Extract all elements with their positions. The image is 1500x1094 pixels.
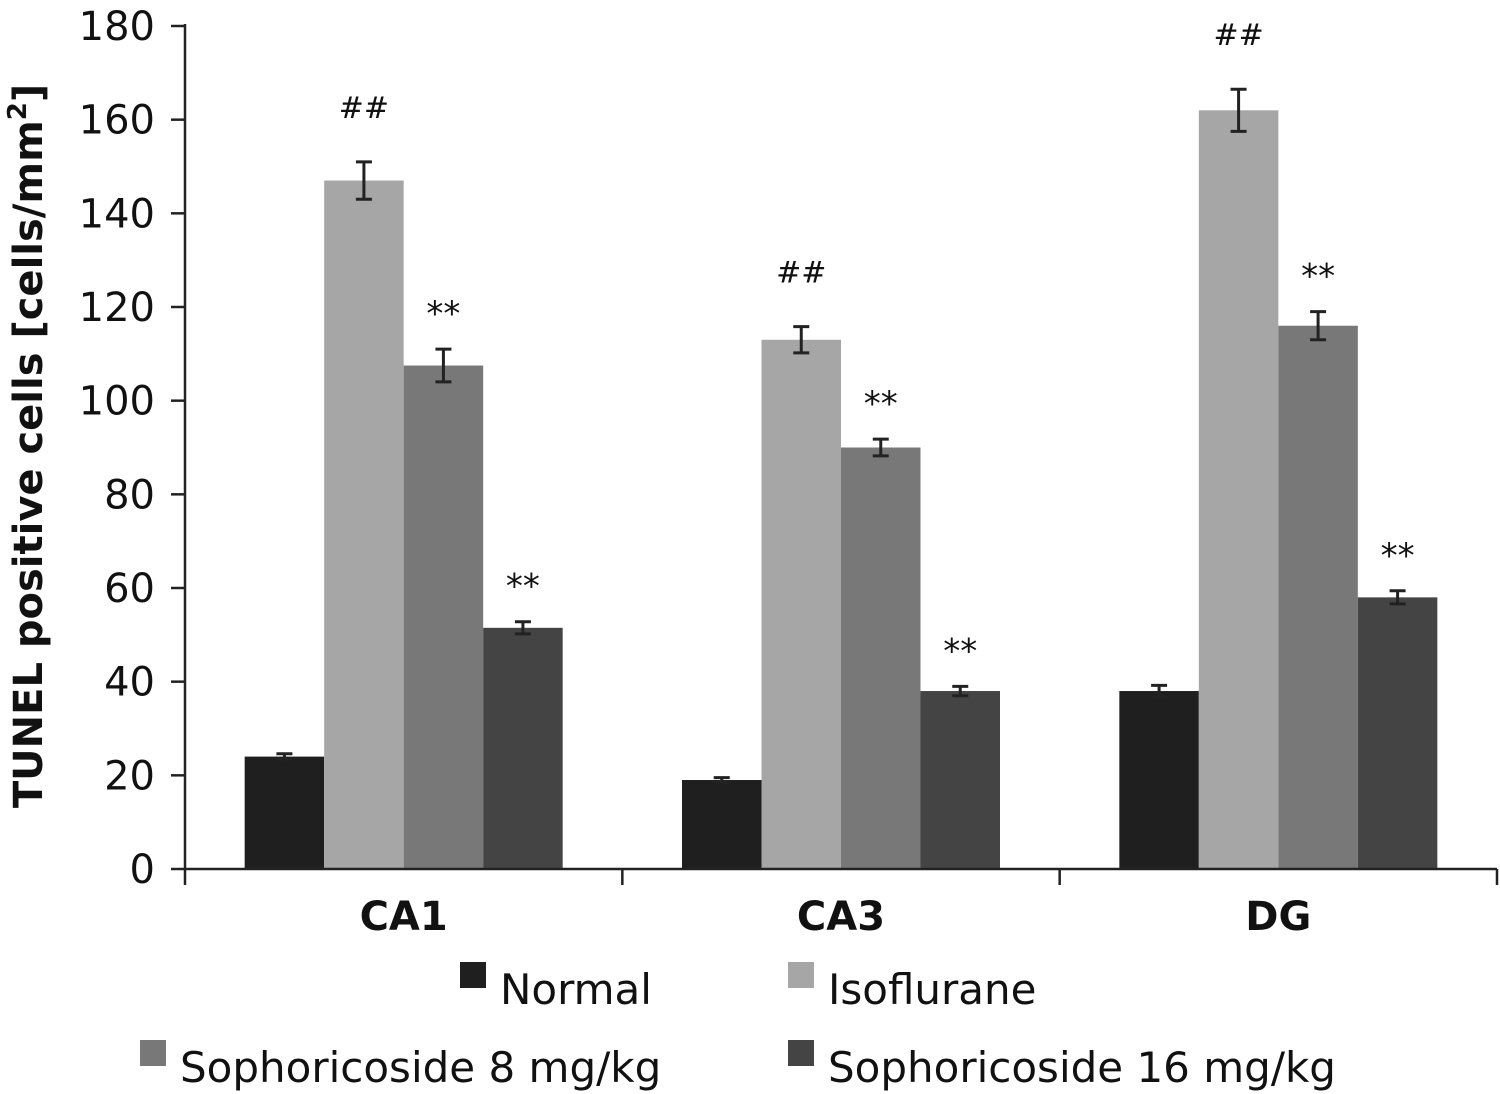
y-axis-title: TUNEL positive cells [cells/mm2] [3,84,52,808]
y-tick-label: 120 [79,285,155,331]
y-axis-title-superscript: 2 [3,102,33,120]
bar [403,365,484,869]
legend-swatch [788,1040,814,1066]
bar [841,447,921,869]
axes [183,24,1499,885]
legend: Normal Isoflurane Sophoricoside 8 mg/kg Sop… [140,962,1336,1092]
legend-swatch [460,962,486,988]
bar [1119,691,1199,869]
legend-label: Isoflurane [828,965,1037,1014]
bar [1357,597,1438,869]
y-tick-label: 40 [104,660,155,706]
significance-annotation: ## [776,256,826,291]
bar [244,756,325,869]
y-tick-label: 80 [104,472,155,518]
y-tick-label: 180 [79,4,155,50]
bars: ## ** ** ## ** ** ## ** ** [244,18,1438,870]
significance-annotation: ** [1381,536,1415,576]
y-tick-label: 100 [79,379,155,425]
bar [920,691,1000,869]
svg-text:TUNEL positive cells [cells/mm: TUNEL positive cells [cells/mm2] [3,84,52,808]
y-tick-label: 20 [104,753,155,799]
significance-annotation: ## [339,91,389,126]
y-tick-label: 60 [104,566,155,612]
x-category-label: CA1 [360,894,448,940]
significance-annotation: ** [506,567,540,607]
bar [682,780,762,869]
legend-label: Sophoricoside 8 mg/kg [180,1043,661,1092]
legend-swatch [788,962,814,988]
bar [761,339,841,869]
bar [324,180,404,870]
bar [1198,110,1279,870]
y-axis-title-main: TUNEL positive cells [cells/mm [6,120,52,808]
x-category-label: CA3 [797,894,885,940]
bar [483,627,563,869]
legend-label: Normal [500,965,652,1014]
y-tick-label: 160 [79,98,155,144]
y-axis-title-end: ] [6,84,52,102]
y-tick-label: 140 [79,191,155,237]
significance-annotation: ** [943,631,977,671]
significance-annotation: ## [1213,18,1263,53]
significance-annotation: ** [426,294,460,334]
category-labels: CA1 CA3 DG [360,894,1312,940]
y-tick-label: 0 [130,847,155,893]
legend-label: Sophoricoside 16 mg/kg [828,1043,1336,1092]
significance-annotation: ** [1301,257,1335,297]
x-category-label: DG [1245,894,1311,940]
bar [1278,325,1358,869]
y-axis-ticks: 0 20 40 60 80 100 120 140 160 180 [79,4,185,893]
legend-swatch [140,1040,166,1066]
significance-annotation: ** [864,384,898,424]
